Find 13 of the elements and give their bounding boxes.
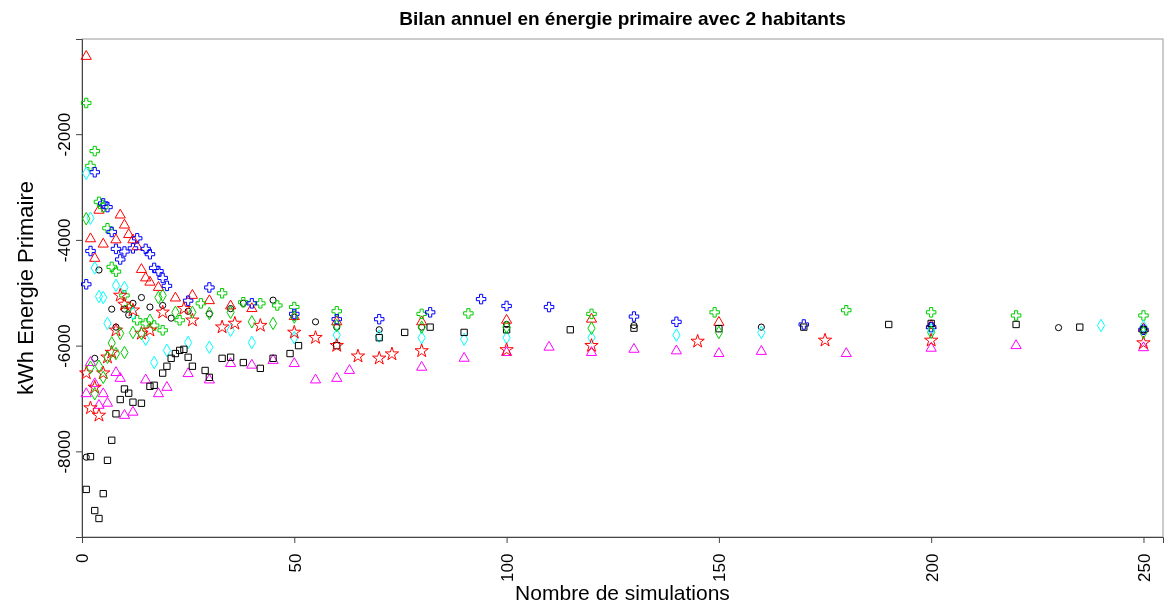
x-axis-title: Nombre de simulations [515,581,730,604]
y-tick-label: -4000 [55,218,74,263]
x-tick-label: 50 [285,553,305,573]
y-axis-title: kWh Energie Primaire [13,181,38,395]
y-tick-label: -2000 [55,112,74,157]
y-tick-label: -6000 [55,324,74,368]
x-tick-label: 150 [710,553,730,582]
x-tick-label: 0 [73,553,93,563]
x-tick-label: 250 [1134,553,1154,582]
chart-title: Bilan annuel en énergie primaire avec 2 habitants [399,8,846,29]
x-tick-label: 200 [922,553,942,582]
x-tick-label: 100 [498,553,518,582]
y-tick-label: -8000 [55,430,74,474]
